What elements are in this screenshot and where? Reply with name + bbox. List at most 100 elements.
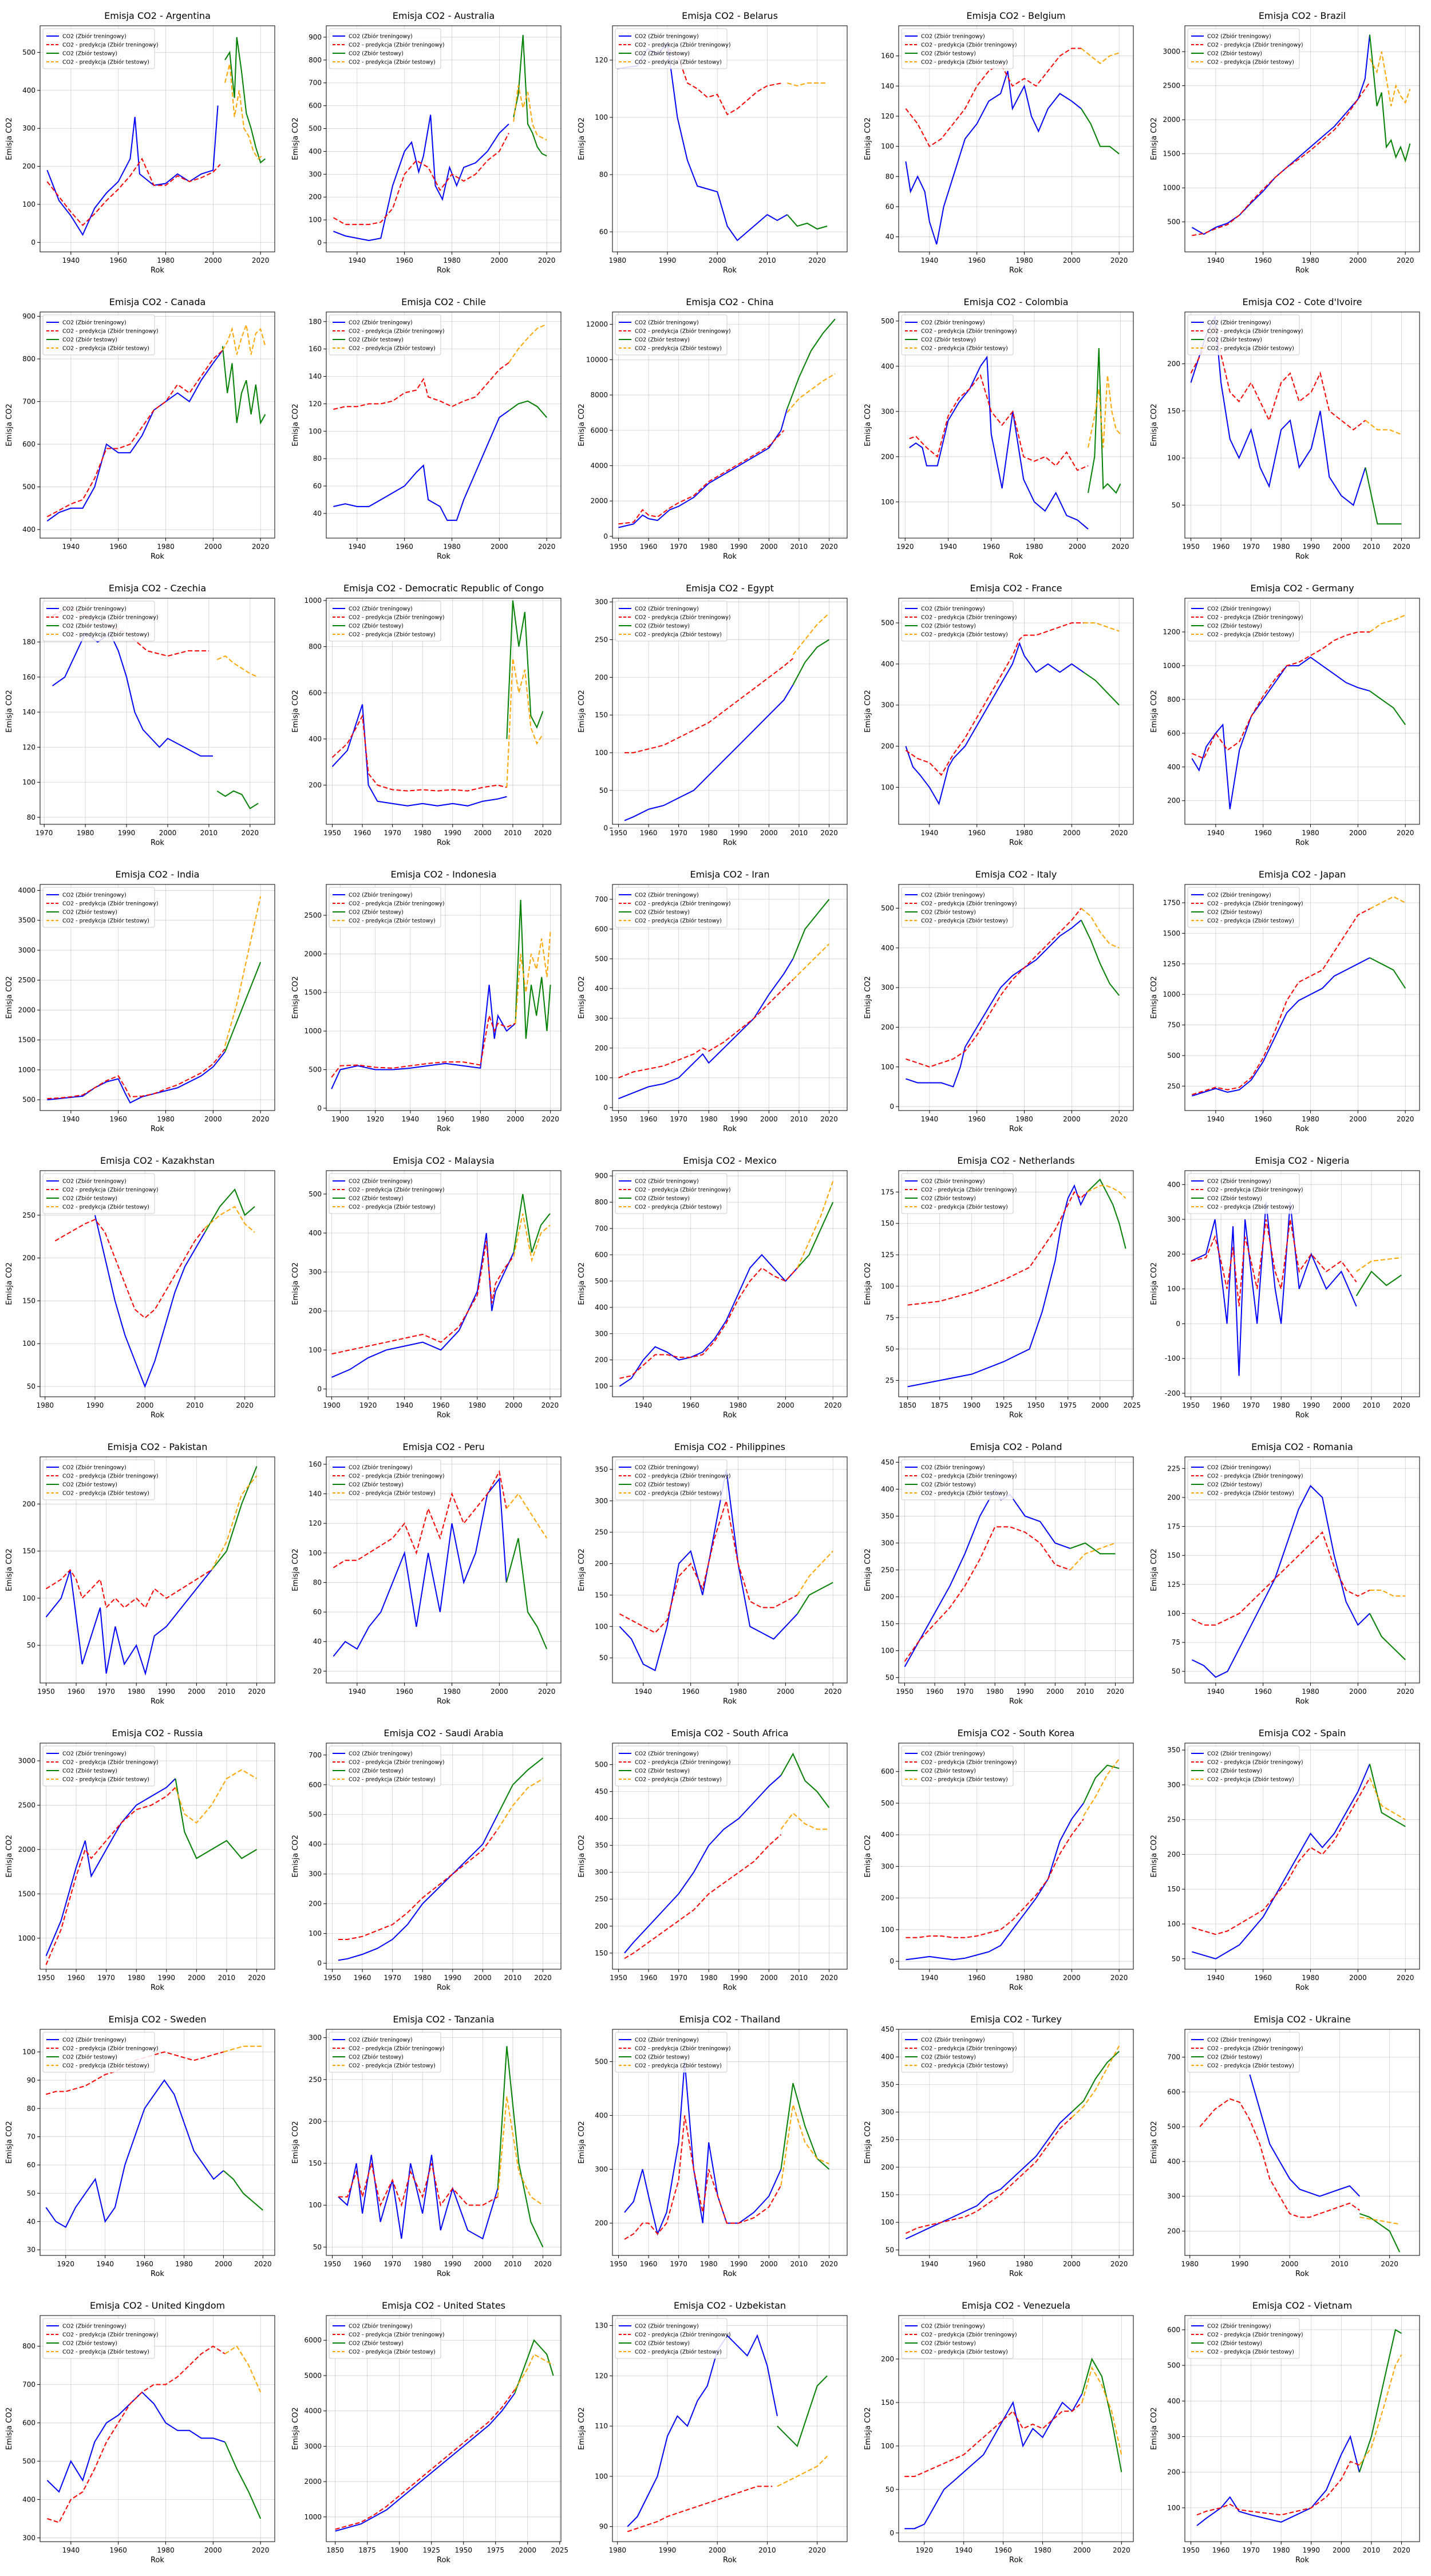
train-pred-line — [1192, 82, 1370, 236]
x-tick-label: 2010 — [1363, 1401, 1381, 1409]
train-pred-line — [905, 48, 1081, 148]
x-axis-label: Rok — [1009, 2556, 1023, 2565]
x-tick-label: 2020 — [808, 2546, 826, 2554]
legend-box — [42, 600, 155, 642]
legend-label: CO2 - predykcja (Zbiór testowy) — [349, 2349, 436, 2356]
test-pred-line — [1081, 48, 1120, 65]
chart-title: Emisja CO2 - Canada — [109, 297, 206, 307]
train-pred-line — [331, 1015, 516, 1078]
y-axis-label: Emisja CO2 — [1150, 976, 1159, 1019]
y-tick-label: 80 — [27, 2104, 35, 2112]
x-tick-label: 1960 — [682, 1401, 699, 1409]
x-axis-label: Rok — [437, 2556, 450, 2565]
legend-label: CO2 (Zbiór testowy) — [349, 2341, 404, 2347]
legend-label: CO2 - predykcja (Zbiór testowy) — [349, 346, 436, 352]
x-tick-label: 1990 — [118, 829, 136, 837]
train-line — [617, 41, 788, 242]
chart-panel: Emisja CO2 - Kazakhstan 1980 1990 2000 2010 2… — [0, 1145, 286, 1431]
y-tick-label: 0 — [1176, 1319, 1180, 1327]
legend-label: CO2 (Zbiór testowy) — [1207, 910, 1262, 916]
chart-panel: Emisja CO2 - Sweden 1920 1940 1960 1980 2000 2… — [0, 2004, 286, 2290]
test-line — [1369, 1613, 1406, 1661]
x-tick-label: 2000 — [507, 1115, 524, 1123]
y-axis-label: Emisja CO2 — [1150, 690, 1159, 733]
chart-title: Emisja CO2 - Romania — [1251, 1441, 1353, 1452]
legend-label: CO2 - predykcja (Zbiór testowy) — [1207, 1204, 1294, 1211]
x-tick-label: 1960 — [354, 2260, 371, 2268]
train-line — [335, 2393, 516, 2532]
chart-panel: Emisja CO2 - Brazil 1940 1960 1980 2000 2020 5… — [1145, 0, 1431, 286]
plot-frame — [39, 884, 275, 1111]
legend-label: CO2 (Zbiór testowy) — [635, 910, 690, 916]
y-tick-label: 125 — [1167, 1581, 1180, 1589]
x-tick-label: 2020 — [1397, 829, 1414, 837]
y-tick-label: 400 — [595, 1815, 608, 1823]
y-tick-label: 400 — [881, 362, 894, 370]
legend-label: CO2 - predykcja (Zbiór testowy) — [921, 918, 1008, 924]
x-tick-label: 1990 — [730, 1115, 748, 1123]
y-tick-label: 1000 — [304, 1027, 322, 1035]
chart-title: Emisja CO2 - Brazil — [1259, 10, 1346, 21]
x-tick-label: 1940 — [349, 256, 366, 264]
x-tick-label: 1980 — [1302, 1688, 1319, 1696]
test-pred-line — [792, 943, 830, 981]
x-axis-label: Rok — [437, 839, 450, 847]
y-tick-label: 250 — [595, 635, 608, 643]
chart-svg: Emisja CO2 - Spain 1940 1960 1980 2000 2020 50… — [1150, 1728, 1420, 1992]
chart-panel: Emisja CO2 - Colombia 1920 1940 1960 1980 200… — [859, 286, 1145, 572]
train-line — [45, 1569, 212, 1676]
chart-title: Emisja CO2 - Poland — [970, 1441, 1062, 1452]
x-tick-label: 1980 — [608, 2546, 626, 2554]
train-line — [338, 1814, 499, 1961]
y-tick-label: 500 — [1167, 2361, 1180, 2369]
legend-label: CO2 - predykcja (Zbiór treningowy) — [62, 1760, 159, 1766]
y-tick-label: 200 — [881, 2163, 894, 2171]
legend: CO2 (Zbiór treningowy) CO2 - predykcja (Z… — [1187, 2318, 1303, 2359]
legend: CO2 (Zbiór treningowy) CO2 - predykcja (Z… — [1187, 314, 1303, 355]
y-tick-label: 70 — [27, 2133, 35, 2141]
y-tick-label: 140 — [309, 373, 322, 381]
test-line — [175, 1778, 258, 1859]
x-tick-label: 1980 — [729, 1688, 747, 1696]
x-tick-label: 1960 — [68, 1974, 85, 1982]
chart-panel: Emisja CO2 - Saudi Arabia 1950 1960 1970 198… — [286, 1717, 572, 2004]
legend-label: CO2 (Zbiór testowy) — [349, 337, 404, 343]
chart-svg: Emisja CO2 - Venezuela 1920 1940 1960 1980 20… — [864, 2300, 1134, 2565]
y-tick-label: 90 — [599, 2523, 608, 2531]
y-tick-label: 300 — [1167, 1781, 1180, 1789]
y-axis-label: Emisja CO2 — [5, 1262, 14, 1305]
legend: CO2 (Zbiór treningowy) CO2 - predykcja (Z… — [329, 2318, 445, 2359]
y-tick-label: 500 — [22, 483, 35, 491]
y-tick-label: 75 — [886, 1314, 894, 1322]
x-axis-label: Rok — [1009, 2270, 1023, 2278]
x-tick-label: 2020 — [252, 1115, 270, 1123]
y-tick-label: 150 — [1167, 407, 1180, 415]
chart-panel: Emisja CO2 - Philippines 1940 1960 1980 2000… — [572, 1431, 859, 1717]
x-tick-label: 1960 — [109, 543, 127, 551]
train-pred-line — [905, 622, 1084, 776]
legend: CO2 (Zbiór treningowy) CO2 - predykcja (Z… — [42, 314, 159, 355]
train-line — [624, 1775, 782, 1954]
chart-svg: Emisja CO2 - Italy 1940 1960 1980 2000 2020 0 1… — [864, 869, 1134, 1133]
y-tick-label: 6000 — [590, 426, 608, 434]
plot-frame — [1184, 2315, 1420, 2542]
y-tick-label: 120 — [309, 1519, 322, 1527]
y-tick-label: 250 — [595, 1895, 608, 1903]
x-tick-label: 2000 — [1073, 2546, 1091, 2554]
y-tick-label: 100 — [595, 1382, 608, 1390]
chart-svg: Emisja CO2 - Germany 1940 1960 1980 2000 2020… — [1150, 583, 1420, 847]
chart-title: Emisja CO2 - Indonesia — [390, 869, 496, 880]
test-line — [514, 2339, 554, 2394]
y-tick-label: 500 — [309, 125, 322, 133]
test-pred-line — [1083, 1758, 1120, 1816]
test-pred-line — [1084, 622, 1120, 632]
x-tick-label: 1940 — [396, 1401, 413, 1409]
x-tick-label: 2000 — [159, 829, 177, 837]
x-axis-label: Rok — [1009, 1697, 1023, 1706]
x-tick-label: 1990 — [157, 1688, 175, 1696]
legend-label: CO2 - predykcja (Zbiór treningowy) — [1207, 2332, 1303, 2338]
y-tick-label: 2000 — [304, 950, 322, 958]
legend: CO2 (Zbiór treningowy) CO2 - predykcja (Z… — [1187, 1173, 1303, 1214]
